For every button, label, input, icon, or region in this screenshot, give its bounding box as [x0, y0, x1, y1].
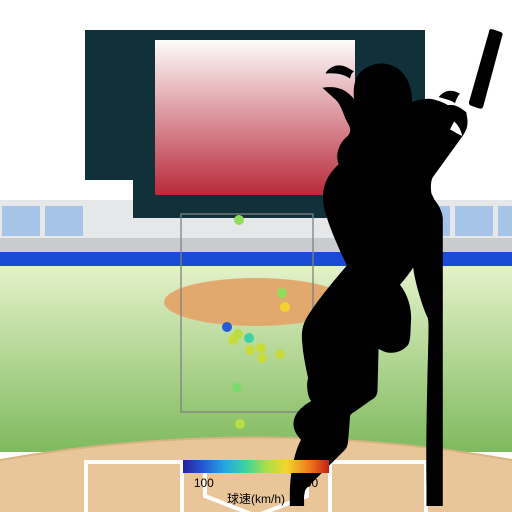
pitch-point	[275, 349, 285, 359]
pitch-point	[257, 353, 267, 363]
pitch-point	[256, 343, 266, 353]
colorbar-caption: 球速(km/h)	[227, 492, 285, 506]
colorbar-tick-label: 100	[194, 476, 214, 490]
pitch-point	[277, 288, 287, 298]
pitch-point	[280, 302, 290, 312]
pitch-point	[234, 215, 244, 225]
pitch-point	[228, 335, 238, 345]
pitch-point	[232, 383, 242, 393]
colorbar-tick-label: 150	[298, 476, 318, 490]
pitch-point	[245, 345, 255, 355]
scoreboard-screen	[155, 40, 355, 195]
pitch-point	[244, 333, 254, 343]
pitch-point	[222, 322, 232, 332]
pitch-point	[235, 419, 245, 429]
